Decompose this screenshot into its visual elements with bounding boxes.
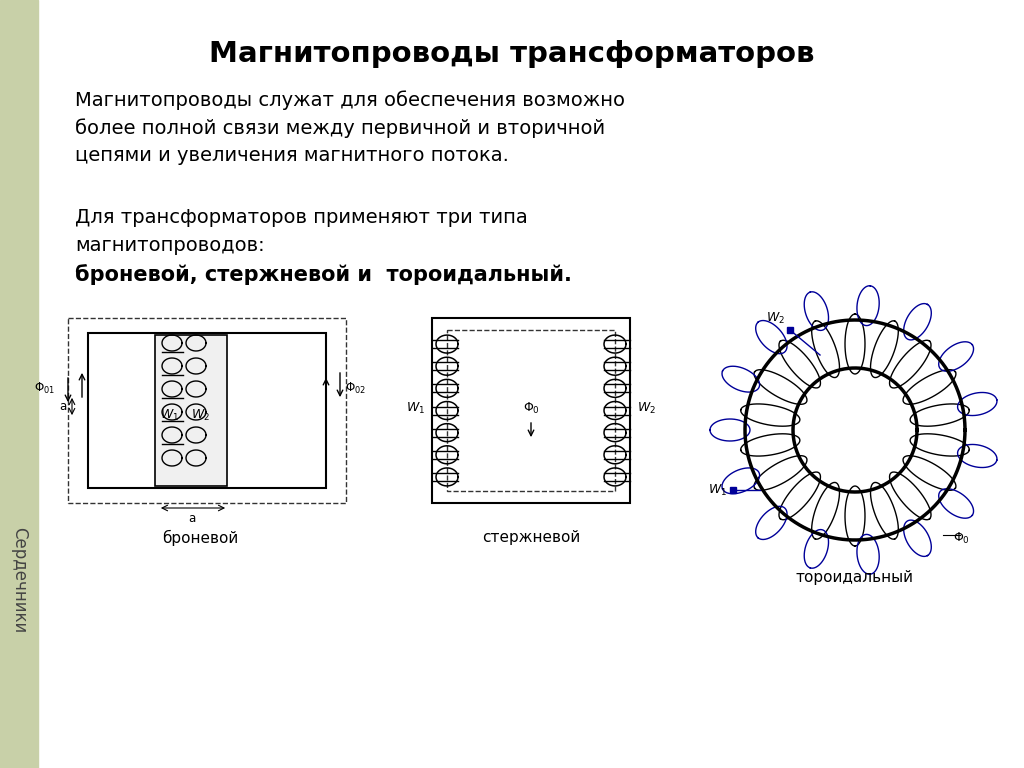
Text: Для трансформаторов применяют три типа: Для трансформаторов применяют три типа xyxy=(75,208,527,227)
Text: $W_2$: $W_2$ xyxy=(637,400,656,415)
Text: тороидальный: тороидальный xyxy=(796,570,914,585)
Text: броневой: броневой xyxy=(162,530,239,546)
Bar xyxy=(68,318,346,503)
Text: $W_2$: $W_2$ xyxy=(190,408,210,422)
Bar xyxy=(0,0,38,768)
Text: Магнитопроводы служат для обеспечения возможно: Магнитопроводы служат для обеспечения во… xyxy=(75,90,625,110)
Bar xyxy=(447,330,615,491)
Text: a: a xyxy=(59,399,67,412)
Text: $W_1$: $W_1$ xyxy=(161,408,179,422)
Text: $\Phi_0$: $\Phi_0$ xyxy=(953,531,970,545)
Text: a: a xyxy=(188,512,196,525)
Text: стержневой: стержневой xyxy=(482,530,581,545)
Bar xyxy=(155,335,227,486)
Text: более полной связи между первичной и вторичной: более полной связи между первичной и вто… xyxy=(75,118,605,137)
Text: Магнитопроводы трансформаторов: Магнитопроводы трансформаторов xyxy=(209,40,815,68)
Text: броневой, стержневой и  тороидальный.: броневой, стержневой и тороидальный. xyxy=(75,264,571,285)
Text: магнитопроводов:: магнитопроводов: xyxy=(75,236,264,255)
Text: $\Phi_{02}$: $\Phi_{02}$ xyxy=(345,380,366,396)
Text: $W_1$: $W_1$ xyxy=(406,400,425,415)
Bar xyxy=(432,318,630,503)
Text: $W_2$: $W_2$ xyxy=(766,310,784,326)
Bar xyxy=(88,333,326,488)
Text: $\Phi_0$: $\Phi_0$ xyxy=(522,400,540,415)
Text: $W_1$: $W_1$ xyxy=(709,482,727,498)
Text: Сердечники: Сердечники xyxy=(10,527,28,633)
Text: цепями и увеличения магнитного потока.: цепями и увеличения магнитного потока. xyxy=(75,146,509,165)
Text: $\Phi_{01}$: $\Phi_{01}$ xyxy=(34,380,55,396)
